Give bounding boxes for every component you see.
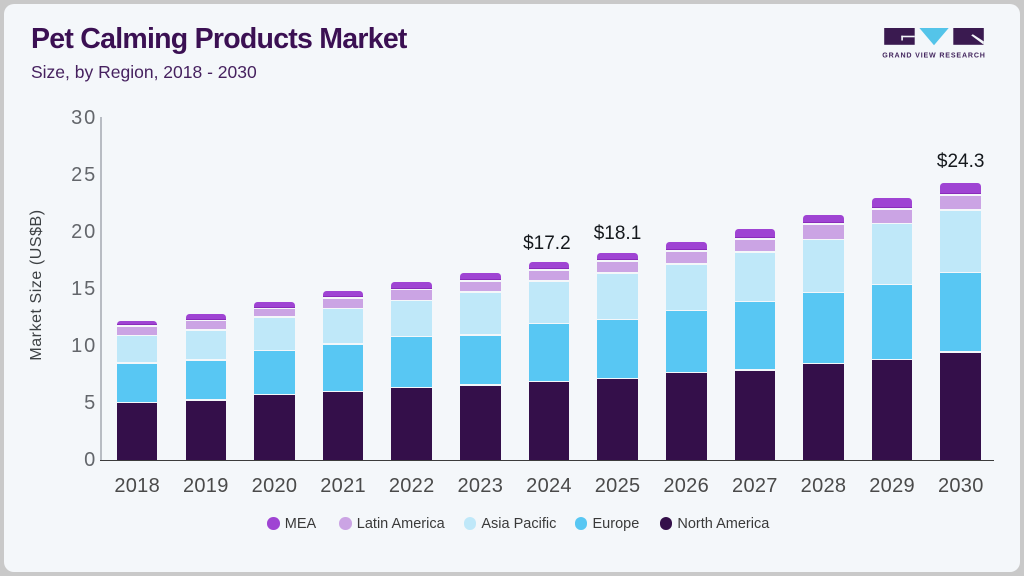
svg-text:GRAND VIEW RESEARCH: GRAND VIEW RESEARCH	[882, 52, 985, 60]
